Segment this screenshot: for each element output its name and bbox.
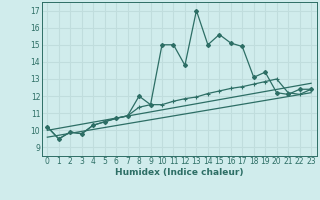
X-axis label: Humidex (Indice chaleur): Humidex (Indice chaleur): [115, 168, 244, 177]
